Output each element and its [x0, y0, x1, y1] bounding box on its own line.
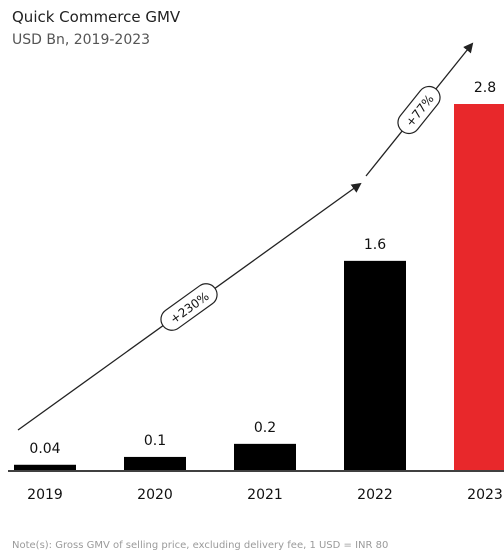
- growth-badge-pill: [397, 85, 441, 135]
- footnote: Note(s): Gross GMV of selling price, exc…: [12, 540, 389, 551]
- bar-2021: [234, 443, 296, 470]
- bar-2022: [344, 260, 406, 470]
- growth-badge: +230%: [160, 283, 218, 331]
- x-tick-2023: 2023: [467, 487, 503, 503]
- value-label-2020: 0.1: [144, 433, 166, 449]
- bar-2020: [124, 456, 186, 470]
- x-tick-2022: 2022: [357, 487, 393, 503]
- growth-badge: +77%: [397, 85, 441, 135]
- value-label-2019: 0.04: [29, 441, 60, 457]
- labels: 0.04 2019 0.1 2020 0.2 2021 1.6 2022 2.8 2023: [27, 80, 503, 503]
- x-tick-2020: 2020: [137, 487, 173, 503]
- x-tick-2021: 2021: [247, 487, 283, 503]
- growth-arrows: +230% +77%: [17, 42, 474, 431]
- chart-title: Quick Commerce GMV: [12, 8, 181, 26]
- bar-2023: [454, 104, 504, 470]
- bar-2019: [14, 464, 76, 470]
- value-label-2023: 2.8: [474, 80, 496, 96]
- value-label-2022: 1.6: [364, 237, 386, 253]
- bars: [14, 104, 504, 470]
- growth-badge-pill: [160, 283, 218, 331]
- chart-subtitle: USD Bn, 2019-2023: [12, 32, 151, 48]
- value-label-2021: 0.2: [254, 420, 276, 436]
- x-tick-2019: 2019: [27, 487, 63, 503]
